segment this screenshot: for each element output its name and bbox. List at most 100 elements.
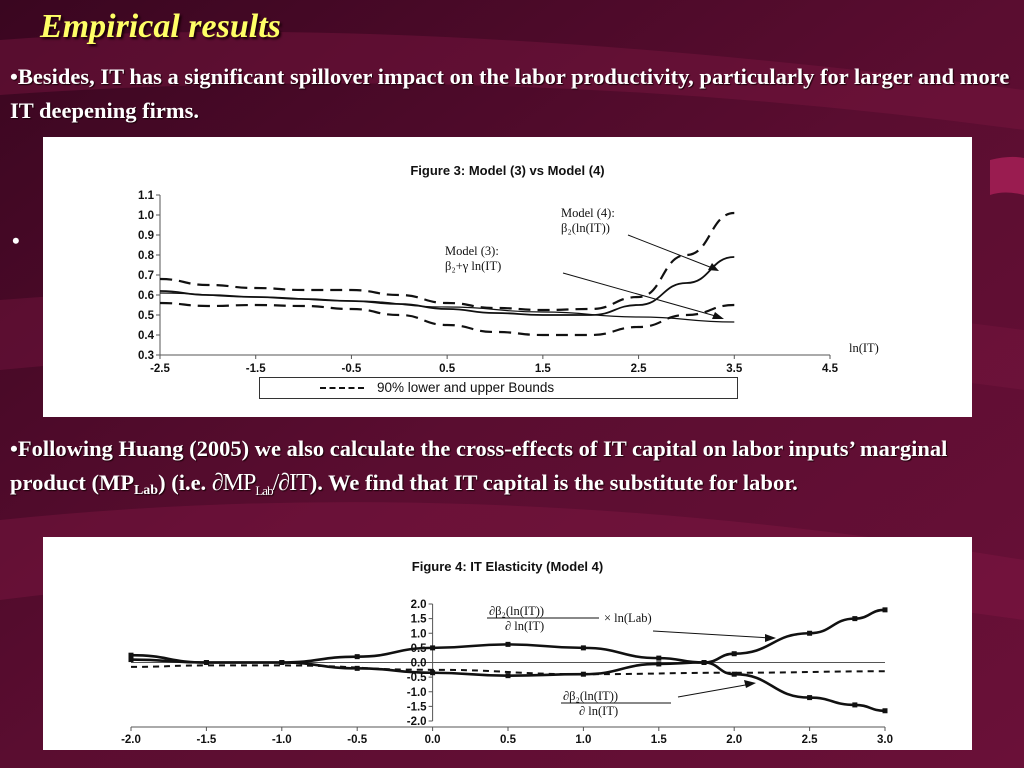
x-tick-label: 0.0 [425, 734, 441, 746]
figure4-chart: Figure 4: IT Elasticity (Model 4) -2.0 -1… [43, 537, 972, 750]
p2-text-before: •Following Huang (2005) we also calculat… [10, 436, 948, 495]
series-marker [701, 660, 707, 665]
x-tick-label: 2.5 [631, 363, 648, 375]
series-marker [807, 630, 813, 636]
paragraph-cross-effects: •Following Huang (2005) we also calculat… [10, 432, 1010, 508]
annotation-lower-denominator: ∂ ln(IT) [579, 704, 618, 718]
y-tick-label: 0.7 [138, 270, 154, 282]
series-line-1 [159, 211, 735, 312]
series-marker [580, 645, 586, 651]
y-tick-label: 0.3 [138, 350, 154, 362]
x-tick-label: -1.5 [196, 734, 216, 746]
y-tick-label: 0.5 [138, 310, 155, 322]
figure4-title: Figure 4: IT Elasticity (Model 4) [411, 559, 604, 574]
series-marker [203, 660, 209, 665]
y-tick-label: 1.0 [138, 210, 154, 222]
y-tick-label: 0.4 [138, 330, 155, 342]
series-marker [430, 645, 436, 651]
series-line-2 [159, 301, 735, 337]
arrow-model4 [627, 234, 716, 270]
y-tick-label: 1.0 [411, 628, 427, 640]
y-tick-label: 0.6 [138, 290, 154, 302]
frac-numerator: ∂MP [211, 470, 257, 496]
series-marker [505, 673, 511, 679]
arrow-lower [677, 683, 752, 698]
paragraph-spillover: •Besides, IT has a significant spillover… [10, 64, 1010, 123]
series-marker [656, 655, 662, 661]
x-axis-label: ln(IT) [849, 341, 879, 355]
series-marker [354, 665, 360, 671]
x-tick-label: 3.0 [877, 734, 893, 746]
x-tick-label: 0.5 [439, 363, 456, 375]
legend-label: 90% lower and upper Bounds [377, 380, 555, 395]
arrowhead-model4 [708, 263, 719, 271]
p2-text-mid: ) (i.e. [158, 470, 212, 495]
series-marker [128, 652, 134, 658]
figure3-title: Figure 3: Model (3) vs Model (4) [410, 163, 605, 178]
series-marker [731, 671, 737, 677]
series-line-2 [130, 664, 886, 676]
annotation-lower-numerator: ∂β₂(ln(IT)) [563, 689, 618, 703]
series-marker [852, 616, 858, 622]
x-tick-label: 2.5 [802, 734, 819, 746]
x-tick-label: -2.5 [150, 363, 170, 375]
y-tick-label: -2.0 [407, 716, 427, 728]
empty-bullet: • [12, 228, 20, 253]
y-tick-label: 2.0 [411, 599, 427, 611]
p2-text-after: ). We find that IT capital is the substi… [309, 470, 798, 495]
figure3-plot: 0.3 0.4 0.5 0.6 0.7 0.8 0.9 1.0 1.1 -2.5 -1.5 -0.5 0… [138, 190, 879, 375]
annotation-model4-formula: β₂(ln(IT)) [561, 221, 610, 235]
annotation-model4-title: Model (4): [561, 206, 615, 220]
y-tick-label: 1.1 [138, 190, 155, 202]
frac-numerator-sub: Lab [255, 483, 273, 498]
series-marker [354, 654, 360, 660]
x-tick-label: 0.5 [500, 734, 517, 746]
legend-dashed-swatch [320, 387, 364, 389]
arrow-upper [652, 630, 772, 639]
x-tick-label: -1.5 [246, 363, 266, 375]
y-tick-label: 0.0 [411, 658, 427, 670]
figure4-plot: -2.0 -1.5 -1.0 -0.5 0.0 0.5 1.0 1.5 2.0 -2.0 -1.5 -… [121, 599, 893, 746]
series-marker [807, 695, 813, 701]
figure3-chart: Figure 3: Model (3) vs Model (4) 0.3 0.4 0… [43, 137, 972, 417]
y-tick-label: 1.5 [411, 614, 428, 626]
frac-denominator: /∂IT [272, 470, 311, 496]
series-marker [656, 661, 662, 667]
arrow-model3 [562, 272, 720, 318]
annotation-upper-denominator: ∂ ln(IT) [505, 619, 544, 633]
series-marker [505, 641, 511, 647]
annotation-model3-formula: β₂+γ ln(IT) [445, 259, 501, 273]
annotation-model3-title: Model (3): [445, 244, 499, 258]
y-tick-label: 0.8 [138, 250, 155, 262]
x-tick-label: -0.5 [347, 734, 367, 746]
series-marker [128, 657, 134, 663]
x-tick-label: -1.0 [272, 734, 292, 746]
x-tick-label: 1.5 [651, 734, 668, 746]
x-tick-label: 3.5 [726, 363, 743, 375]
y-tick-label: 0.9 [138, 230, 154, 242]
y-tick-label: -0.5 [407, 672, 427, 684]
x-tick-label: 2.0 [726, 734, 742, 746]
annotation-upper-numerator: ∂β₂(ln(IT)) [489, 604, 544, 618]
arrowhead-model3 [712, 312, 724, 319]
series-marker [430, 670, 436, 676]
series-marker [731, 651, 737, 657]
series-line-3 [159, 292, 735, 323]
annotation-upper-suffix: × ln(Lab) [604, 611, 652, 625]
arrowhead-lower [744, 680, 756, 688]
arrowhead-upper [765, 634, 776, 642]
slide-title: Empirical results [40, 8, 281, 45]
x-tick-label: -0.5 [342, 363, 362, 375]
derivative-expression: ∂MPLab/∂IT [211, 470, 311, 498]
x-tick-label: 1.0 [575, 734, 591, 746]
series-marker [882, 607, 888, 613]
figure3-legend: 90% lower and upper Bounds [259, 377, 738, 399]
series-marker [279, 660, 285, 665]
y-tick-label: -1.0 [407, 687, 427, 699]
x-tick-label: 1.5 [535, 363, 552, 375]
series-marker [852, 702, 858, 708]
x-tick-label: -2.0 [121, 734, 141, 746]
series-marker [882, 708, 888, 714]
x-tick-label: 4.5 [822, 363, 839, 375]
p2-subscript-lab: Lab [133, 483, 159, 498]
